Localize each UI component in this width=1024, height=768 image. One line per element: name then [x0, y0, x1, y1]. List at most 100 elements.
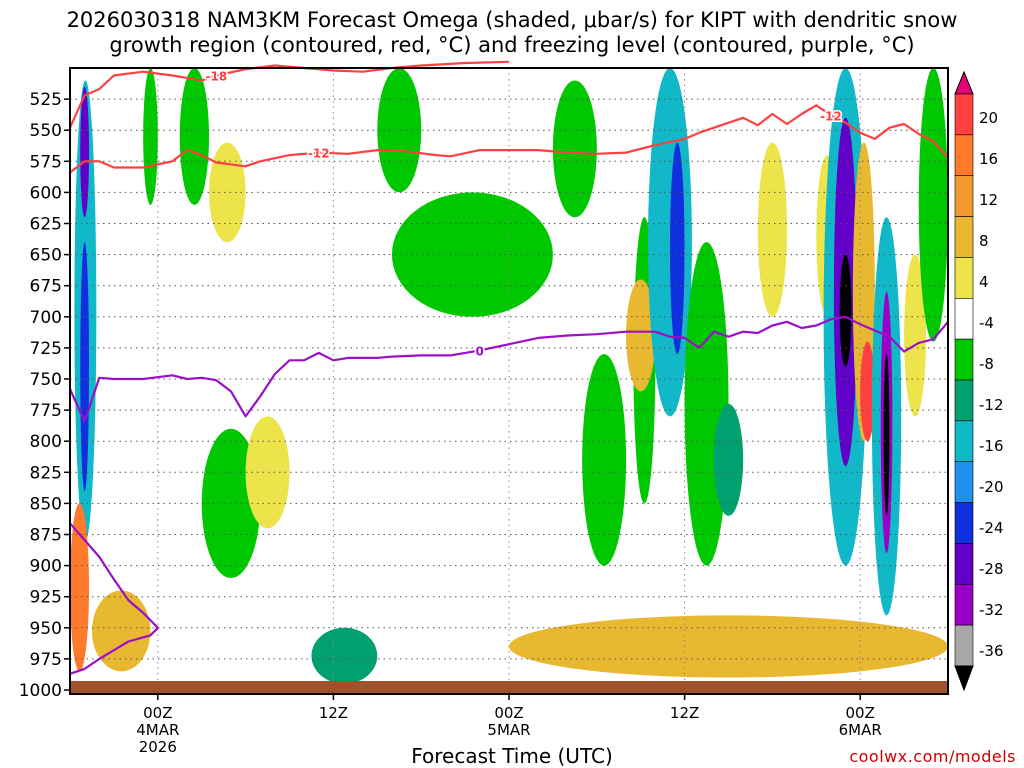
y-tick-label: 925: [30, 588, 62, 608]
y-tick-label: 725: [30, 339, 62, 359]
x-tick-label: 12Z: [670, 704, 699, 722]
y-axis: 525 550 575 600 625 650 675 700 725 750 775 800 825 8…: [19, 90, 70, 701]
omega-cell: [179, 68, 210, 205]
x-tick-label: 4MAR: [136, 721, 179, 739]
colorbar-label: -20: [979, 478, 1004, 496]
grid-lines: [70, 68, 948, 694]
colorbar-label: -28: [979, 560, 1004, 578]
omega-cell: [904, 254, 927, 417]
site-credit: coolwx.com/models: [849, 747, 1016, 766]
colorbar-swatch: [954, 624, 974, 667]
chart-title-line2: growth region (contoured, red, °C) and f…: [109, 33, 915, 57]
y-tick-label: 850: [30, 494, 62, 514]
omega-cell: [883, 354, 890, 516]
colorbar-label: -16: [979, 437, 1004, 455]
colorbar-swatch: [954, 379, 974, 422]
colorbar-cap-bottom: [954, 665, 974, 692]
y-tick-label: 650: [30, 246, 62, 266]
ground-strip: [70, 681, 948, 694]
colorbar-label: 20: [979, 109, 998, 127]
colorbar-label: 12: [979, 191, 998, 209]
omega-cell: [70, 503, 90, 672]
y-tick-label: 800: [30, 432, 62, 452]
colorbar-swatch: [954, 420, 974, 463]
contour-line: [69, 522, 159, 675]
y-tick-label: 525: [30, 90, 62, 110]
colorbar-cap-top: [954, 70, 974, 95]
y-tick-label: 875: [30, 526, 62, 546]
omega-cell: [80, 86, 90, 218]
omega-cell: [143, 68, 158, 205]
contour-line: [713, 104, 949, 159]
colorbar-swatch: [954, 175, 974, 217]
y-tick-label: 700: [30, 308, 62, 328]
y-tick-label: 825: [30, 463, 62, 483]
omega-cell: [839, 254, 852, 367]
x-tick-label: 5MAR: [487, 721, 530, 739]
contour-line: [68, 315, 949, 423]
x-tick-label: 6MAR: [839, 721, 882, 739]
omega-cell: [918, 68, 948, 342]
y-tick-label: 575: [30, 152, 62, 172]
omega-cell: [757, 142, 788, 317]
y-tick-label: 775: [30, 401, 62, 421]
omega-cell: [669, 142, 685, 355]
contour-label: -12: [820, 109, 842, 123]
colorbar-label: 4: [979, 273, 989, 291]
contour-layer: -18 -12 -12 0: [68, 60, 949, 675]
x-tick-label: 2026: [139, 738, 177, 756]
contour-line: [68, 60, 510, 129]
contour-line: [69, 126, 715, 174]
y-tick-label: 625: [30, 215, 62, 235]
omega-cell: [80, 242, 90, 491]
x-tick-label: 00Z: [143, 704, 172, 722]
colorbar-swatch: [954, 543, 974, 585]
omega-cell: [582, 354, 627, 566]
colorbar-swatch: [954, 502, 974, 544]
omega-cell: [377, 68, 422, 193]
colorbar-label: 8: [979, 232, 989, 250]
omega-cell: [626, 279, 656, 392]
x-tick-label: 12Z: [319, 704, 348, 722]
omega-cell: [209, 142, 246, 243]
y-tick-label: 600: [30, 183, 62, 203]
omega-cell: [91, 590, 151, 672]
colorbar: 20 16 12 8 4 -4 -8 -12 -16 -20 -24 -28 -32 -36: [954, 70, 1004, 692]
colorbar-label: -36: [979, 642, 1004, 660]
contour-label: 0: [476, 344, 484, 358]
colorbar-swatch: [954, 583, 974, 626]
colorbar-label: 16: [979, 150, 998, 168]
x-tick-label: 00Z: [494, 704, 523, 722]
colorbar-label: -12: [979, 396, 1004, 414]
chart-title-line1: 2026030318 NAM3KM Forecast Omega (shaded…: [66, 8, 958, 32]
colorbar-swatch: [954, 338, 974, 381]
y-tick-label: 675: [30, 277, 62, 297]
y-tick-label: 900: [30, 557, 62, 577]
y-tick-label: 750: [30, 370, 62, 390]
omega-cell: [684, 242, 729, 566]
colorbar-swatch: [954, 297, 974, 340]
y-tick-label: 1000: [19, 681, 62, 701]
colorbar-swatch: [954, 257, 974, 299]
x-axis-title: Forecast Time (UTC): [411, 744, 613, 768]
colorbar-swatch: [954, 134, 974, 177]
x-tick-label: 00Z: [846, 704, 875, 722]
omega-cell: [509, 615, 948, 678]
colorbar-label: -32: [979, 601, 1004, 619]
y-tick-label: 950: [30, 619, 62, 639]
omega-cell: [713, 403, 744, 516]
colorbar-label: -4: [979, 314, 994, 332]
omega-cell: [311, 627, 378, 684]
colorbar-swatch: [954, 216, 974, 258]
colorbar-swatch: [954, 461, 974, 503]
y-tick-label: 975: [30, 650, 62, 670]
colorbar-label: -8: [979, 355, 994, 373]
colorbar-swatch: [954, 93, 974, 136]
omega-cell: [552, 80, 597, 218]
y-tick-label: 550: [30, 121, 62, 141]
colorbar-label: -24: [979, 519, 1004, 537]
contour-label: -18: [205, 69, 227, 83]
omega-cell: [860, 341, 875, 442]
